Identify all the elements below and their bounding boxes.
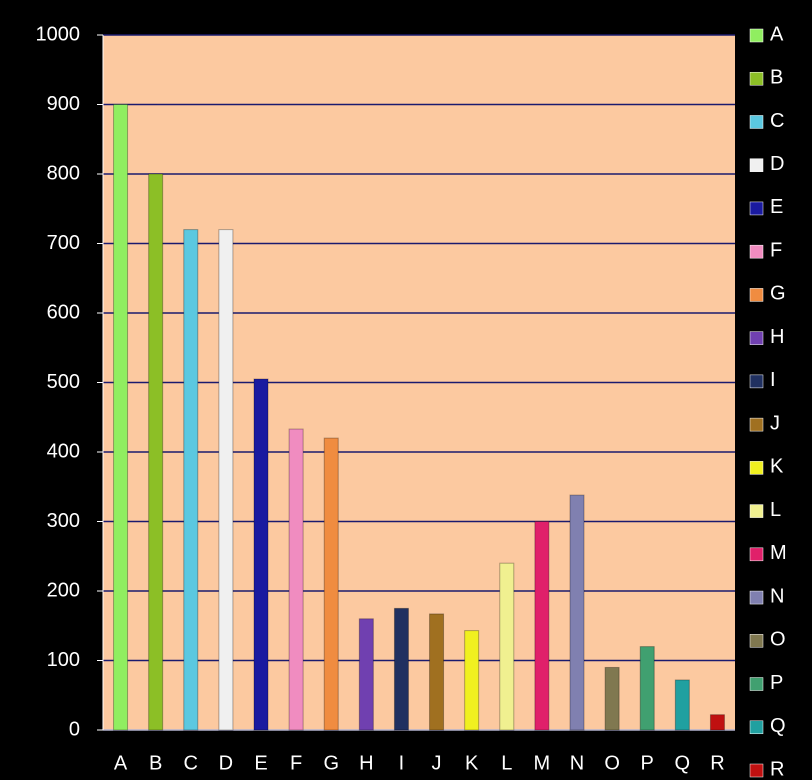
bar	[534, 521, 550, 731]
y-tick-label: 400	[47, 440, 80, 462]
y-tick-label: 200	[47, 579, 80, 601]
legend-swatch	[749, 115, 764, 129]
legend-swatch	[749, 28, 764, 43]
bar	[253, 378, 269, 731]
x-tick-label: R	[710, 752, 724, 774]
legend-label: A	[770, 23, 784, 45]
legend-swatch	[749, 201, 764, 216]
y-tick-label: 900	[47, 93, 80, 115]
legend-swatch	[749, 158, 764, 172]
legend-label: K	[770, 456, 784, 478]
legend-label: Q	[770, 715, 786, 737]
legend-label: P	[770, 672, 783, 694]
x-tick-label: H	[359, 752, 373, 774]
bar	[113, 104, 129, 731]
bar	[393, 607, 409, 731]
y-tick-label: 300	[47, 510, 80, 532]
x-tick-label: G	[323, 752, 339, 774]
bar	[148, 173, 164, 731]
legend-swatch	[749, 461, 764, 475]
y-tick-label: 800	[47, 162, 80, 184]
bar	[358, 618, 374, 731]
legend-label: H	[770, 326, 784, 348]
bar	[639, 646, 655, 731]
x-tick-label: O	[604, 752, 620, 774]
y-tick-label: 500	[47, 371, 80, 393]
bar	[288, 428, 304, 731]
x-tick-label: L	[501, 752, 512, 774]
legend-swatch	[749, 374, 764, 389]
bar	[499, 562, 515, 731]
y-tick-label: 700	[47, 232, 80, 254]
x-tick-label: E	[254, 752, 267, 774]
x-tick-label: B	[149, 752, 162, 774]
legend-swatch	[749, 547, 764, 562]
legend-swatch	[749, 244, 764, 259]
legend-swatch	[749, 634, 764, 648]
legend-label: C	[770, 110, 784, 132]
y-tick-label: 1000	[36, 23, 81, 45]
legend-swatch	[749, 504, 764, 518]
bar	[323, 437, 339, 731]
y-tick-label: 100	[47, 649, 80, 671]
legend-swatch	[749, 331, 764, 345]
x-tick-label: I	[399, 752, 405, 774]
bar	[709, 714, 725, 731]
legend-swatch	[749, 720, 764, 735]
legend-label: G	[770, 283, 786, 305]
bar	[674, 679, 690, 731]
x-tick-label: F	[290, 752, 302, 774]
y-tick-label: 600	[47, 301, 80, 323]
legend-label: O	[770, 629, 786, 651]
legend-label: B	[770, 67, 783, 89]
legend-swatch	[749, 288, 764, 302]
legend-label: E	[770, 196, 783, 218]
x-tick-label: D	[219, 752, 233, 774]
bar	[183, 229, 199, 731]
legend-label: J	[770, 412, 780, 434]
legend-swatch	[749, 677, 764, 691]
x-tick-label: M	[534, 752, 551, 774]
legend-label: F	[770, 239, 782, 261]
x-tick-label: K	[465, 752, 479, 774]
legend-swatch	[749, 417, 764, 432]
bar	[569, 494, 585, 731]
bar	[429, 613, 445, 731]
legend-label: N	[770, 585, 784, 607]
legend-label: D	[770, 153, 784, 175]
x-tick-label: N	[570, 752, 584, 774]
legend-label: I	[770, 369, 776, 391]
legend-swatch	[749, 763, 764, 778]
bar	[218, 229, 234, 731]
bar	[604, 666, 620, 731]
legend-swatch	[749, 71, 764, 86]
legend-swatch	[749, 590, 764, 605]
legend-label: M	[770, 542, 787, 564]
x-tick-label: P	[641, 752, 654, 774]
x-tick-label: A	[114, 752, 128, 774]
legend-label: L	[770, 499, 781, 521]
bar	[464, 630, 480, 731]
legend-label: R	[770, 758, 784, 780]
x-tick-label: Q	[675, 752, 691, 774]
x-tick-label: C	[184, 752, 198, 774]
y-tick-label: 0	[69, 718, 80, 740]
x-tick-label: J	[432, 752, 442, 774]
